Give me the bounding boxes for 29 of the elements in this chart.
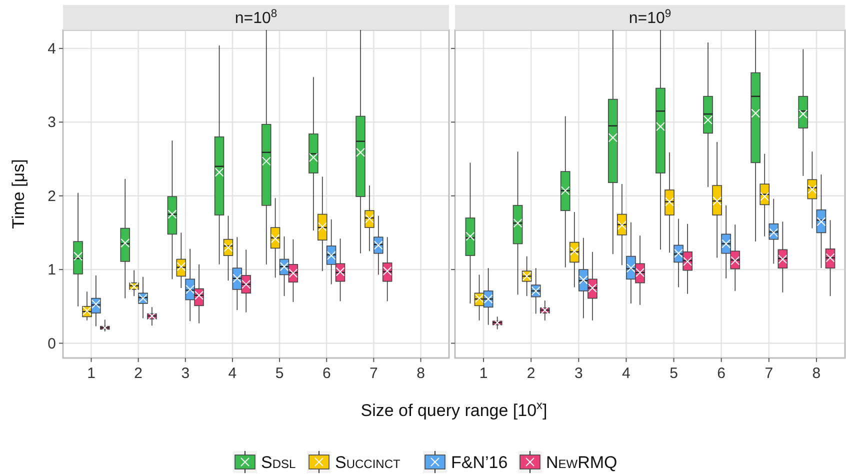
x-tick-label: 7	[370, 365, 378, 382]
legend-label: Succinct	[335, 453, 402, 472]
x-tick-label: 1	[87, 365, 96, 382]
legend-label: F&N’16	[451, 453, 508, 472]
x-tick-label: 7	[764, 365, 774, 382]
x-tick-label: 6	[717, 365, 726, 382]
x-tick-label: 8	[416, 365, 425, 382]
chart-title: n=10$^{8}$	[234, 8, 278, 27]
x-tick-label: 6	[322, 365, 331, 382]
legend-label: Sdsl	[261, 453, 296, 472]
x-tick-label: 3	[574, 365, 583, 382]
x-tick-label: 5	[275, 365, 284, 382]
x-tick-label: 8	[812, 365, 821, 382]
y-tick-label: 1	[48, 262, 56, 279]
x-tick-label: 2	[526, 365, 536, 382]
x-tick-label: 1	[479, 365, 488, 382]
x-tick-label: 4	[622, 365, 630, 382]
x-tick-label: 3	[181, 365, 190, 382]
y-axis-title: Time [μs]	[9, 159, 28, 229]
legend-label: NewRMQ	[546, 453, 618, 472]
y-tick-label: 2	[48, 188, 56, 205]
x-tick-label: 4	[228, 365, 237, 382]
x-axis-title: Size of query range [10$^{x}$]	[360, 398, 548, 420]
chart-title: n=10$^{9}$	[628, 8, 672, 27]
x-tick-label: 2	[134, 365, 142, 382]
x-tick-label: 5	[670, 365, 678, 382]
y-tick-label: 4	[48, 40, 56, 58]
y-tick-label: 3	[48, 114, 56, 132]
y-tick-label: 0	[48, 335, 56, 352]
